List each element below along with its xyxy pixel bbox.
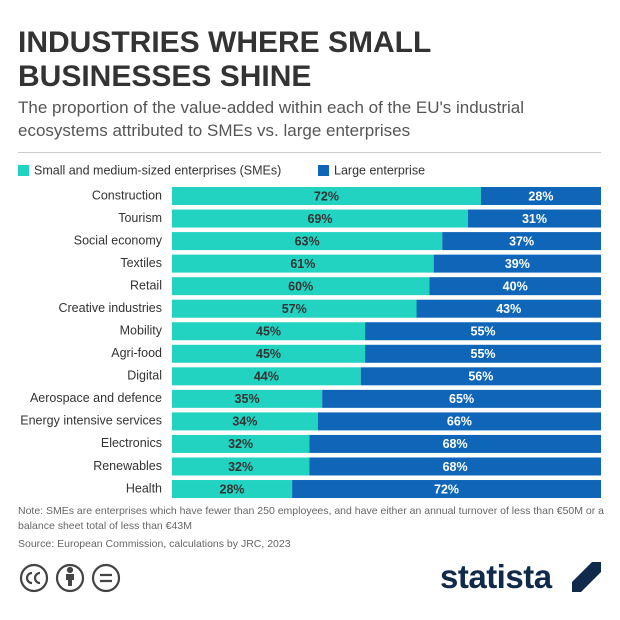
value-label: 34%	[232, 415, 257, 429]
value-label: 45%	[256, 325, 281, 339]
value-label: 56%	[468, 370, 493, 384]
value-label: 61%	[290, 257, 315, 271]
legend-swatch	[318, 165, 329, 176]
bar-segment	[309, 457, 601, 476]
value-label: 45%	[256, 347, 281, 361]
value-label: 60%	[288, 279, 313, 293]
category-label: Electronics	[101, 436, 162, 450]
bar-segment	[365, 344, 601, 363]
note: Note: SMEs are enterprises which have fe…	[18, 505, 605, 532]
value-label: 40%	[503, 279, 528, 293]
bar-segment	[429, 277, 601, 296]
legend-swatch	[18, 165, 29, 176]
value-label: 44%	[254, 370, 279, 384]
bar-segment	[172, 209, 469, 228]
bar-segment	[292, 480, 601, 499]
category-label: Retail	[130, 278, 162, 292]
value-label: 39%	[505, 257, 530, 271]
value-label: 57%	[282, 302, 307, 316]
category-label: Energy intensive services	[20, 414, 162, 428]
value-label: 37%	[509, 234, 534, 248]
value-label: 32%	[228, 460, 253, 474]
category-label: Mobility	[120, 324, 163, 338]
category-label: Textiles	[120, 256, 162, 270]
bar-segment	[317, 412, 601, 431]
bar-segment	[322, 389, 601, 408]
bar-segment	[172, 434, 310, 453]
bar-segment	[172, 187, 481, 205]
value-label: 31%	[522, 212, 547, 226]
bar-segment	[433, 254, 601, 273]
bar-segment	[172, 412, 318, 431]
bar-segment	[172, 367, 361, 386]
value-label: 65%	[449, 392, 474, 406]
bar-segment	[360, 367, 601, 386]
bar-segment	[442, 232, 601, 251]
legend-label: Small and medium-sized enterprises (SMEs…	[34, 163, 281, 177]
source: Source: European Commission, calculation…	[18, 538, 291, 550]
bar-segment	[468, 209, 601, 228]
value-label: 72%	[434, 482, 459, 496]
bar-segment	[416, 299, 601, 318]
category-label: Construction	[92, 188, 162, 202]
bar-segment	[172, 254, 434, 273]
bar-segment	[172, 299, 417, 318]
chart-subtitle: The proportion of the value-added within…	[18, 98, 524, 140]
chart-title: INDUSTRIES WHERE SMALL BUSINESSES SHINE	[18, 26, 431, 93]
value-label: 28%	[528, 189, 553, 203]
value-label: 68%	[443, 437, 468, 451]
bar-segment	[172, 480, 293, 499]
bar-segment	[172, 457, 310, 476]
category-label: Aerospace and defence	[30, 391, 162, 405]
value-label: 28%	[220, 482, 245, 496]
bar-segment	[172, 389, 323, 408]
separator	[18, 152, 601, 153]
brand-mark	[572, 562, 601, 592]
value-label: 68%	[443, 460, 468, 474]
value-label: 32%	[228, 437, 253, 451]
value-label: 63%	[295, 234, 320, 248]
bar-segment	[480, 187, 601, 205]
category-label: Health	[126, 481, 162, 495]
legend-label: Large enterprise	[334, 163, 425, 177]
license-icons	[19, 563, 121, 593]
category-label: Renewables	[93, 459, 162, 473]
value-label: 55%	[471, 325, 496, 339]
value-label: 43%	[496, 302, 521, 316]
value-label: 72%	[314, 189, 339, 203]
bar-segment	[172, 232, 443, 251]
category-label: Social economy	[74, 233, 163, 247]
category-label: Digital	[127, 369, 162, 383]
category-label: Agri-food	[111, 346, 162, 360]
bar-segment	[309, 434, 601, 453]
category-label: Creative industries	[58, 301, 162, 315]
value-label: 35%	[235, 392, 260, 406]
category-label: Tourism	[118, 211, 162, 225]
bar-segment	[172, 322, 366, 341]
bar-segment	[172, 344, 366, 363]
value-label: 69%	[307, 212, 332, 226]
brand: statista	[440, 558, 552, 595]
value-label: 55%	[471, 347, 496, 361]
bar-segment	[365, 322, 601, 341]
bar-segment	[172, 277, 430, 296]
value-label: 66%	[447, 415, 472, 429]
